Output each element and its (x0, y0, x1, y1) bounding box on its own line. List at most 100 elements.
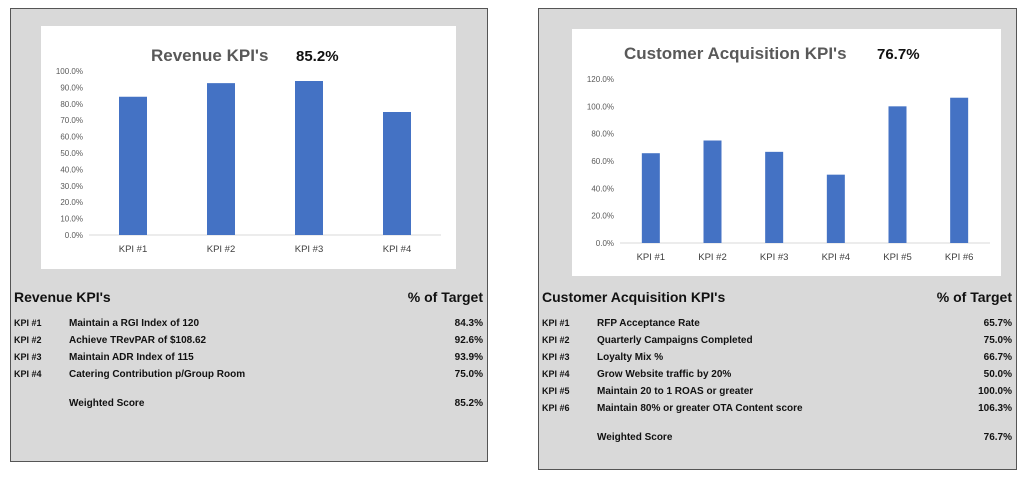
x-category-label: KPI #3 (760, 252, 789, 263)
kpi-description: Maintain ADR Index of 115 (69, 352, 194, 363)
customer-acquisition-chart-svg: Customer Acquisition KPI's 76.7% 0.0% 20.0%… (587, 44, 990, 263)
table-row: KPI #1 RFP Acceptance Rate 65.7% (542, 315, 1012, 332)
chart-title: Revenue KPI's (151, 46, 268, 65)
kpi-pct: 100.0% (978, 386, 1012, 397)
revenue-chart-svg: Revenue KPI's 85.2% 0.0% 10.0% 20.0% 30.0% 40.… (56, 46, 441, 255)
kpi-id: KPI #4 (14, 369, 42, 379)
kpi-description: Grow Website traffic by 20% (597, 369, 732, 380)
table-title: Customer Acquisition KPI's (542, 289, 726, 305)
kpi-id: KPI #1 (14, 318, 42, 328)
revenue-chart: Revenue KPI's 85.2% 0.0% 10.0% 20.0% 30.0% 40.… (41, 26, 456, 269)
kpi-pct: 75.0% (983, 335, 1012, 346)
customer-acquisition-chart: Customer Acquisition KPI's 76.7% 0.0% 20.0%… (572, 29, 1001, 276)
bar-kpi-6 (950, 97, 969, 244)
column-header-pct: % of Target (936, 289, 1012, 305)
chart-headline-value: 76.7% (877, 46, 920, 63)
x-category-label: KPI #1 (637, 252, 666, 263)
x-category-label: KPI #4 (822, 252, 851, 263)
x-category-label: KPI #5 (883, 252, 912, 263)
kpi-pct: 93.9% (454, 352, 483, 363)
kpi-pct: 84.3% (454, 318, 483, 329)
bar-kpi-1 (119, 96, 147, 235)
weighted-score-row: Weighted Score 76.7% (542, 429, 1012, 446)
chart-title: Customer Acquisition KPI's (624, 44, 847, 63)
y-tick-label: 120.0% (587, 75, 614, 84)
y-tick-label: 80.0% (591, 130, 614, 139)
weighted-score-row: Weighted Score 85.2% (14, 395, 483, 412)
table-row: KPI #2 Achieve TRevPAR of $108.62 92.6% (14, 332, 483, 349)
kpi-id: KPI #5 (542, 386, 570, 396)
table-title: Revenue KPI's (14, 289, 111, 305)
kpi-id: KPI #2 (14, 335, 42, 345)
x-category-label: KPI #6 (945, 252, 974, 263)
table-row: KPI #6 Maintain 80% or greater OTA Conten… (542, 400, 1012, 417)
y-tick-label: 0.0% (596, 239, 614, 248)
kpi-description: Maintain 80% or greater OTA Content scor… (597, 403, 803, 414)
y-tick-label: 20.0% (60, 198, 83, 207)
kpi-pct: 66.7% (983, 352, 1012, 363)
y-tick-label: 60.0% (591, 157, 614, 166)
x-category-label: KPI #3 (295, 244, 324, 255)
bar-kpi-3 (765, 151, 784, 243)
kpi-pct: 106.3% (978, 403, 1012, 414)
y-tick-label: 100.0% (56, 67, 83, 76)
customer-acquisition-kpi-table: Customer Acquisition KPI's % of Target KPI… (542, 289, 1012, 446)
bar-kpi-3 (295, 81, 323, 235)
bar-kpi-5 (888, 106, 907, 243)
table-row: KPI #1 Maintain a RGI Index of 120 84.3% (14, 315, 483, 332)
weighted-score-value: 76.7% (983, 432, 1012, 443)
kpi-pct: 50.0% (983, 369, 1012, 380)
table-header: Customer Acquisition KPI's % of Target (542, 289, 1012, 305)
kpi-id: KPI #3 (14, 352, 42, 362)
table-row: KPI #2 Quarterly Campaigns Completed 75.0% (542, 332, 1012, 349)
table-header: Revenue KPI's % of Target (14, 289, 483, 305)
x-category-label: KPI #2 (698, 252, 727, 263)
revenue-kpi-table: Revenue KPI's % of Target KPI #1 Maintain a… (14, 289, 483, 412)
column-header-pct: % of Target (407, 289, 483, 305)
kpi-pct: 65.7% (983, 318, 1012, 329)
table-row: KPI #4 Catering Contribution p/Group Room… (14, 366, 483, 383)
weighted-score-label: Weighted Score (597, 432, 673, 443)
kpi-description: RFP Acceptance Rate (597, 318, 700, 329)
y-tick-label: 30.0% (60, 182, 83, 191)
bar-kpi-4 (826, 174, 845, 243)
kpi-pct: 75.0% (454, 369, 483, 380)
y-tick-label: 100.0% (587, 102, 614, 111)
bar-kpi-4 (383, 112, 411, 235)
x-category-label: KPI #1 (119, 244, 148, 255)
y-tick-label: 50.0% (60, 149, 83, 158)
table-row: KPI #5 Maintain 20 to 1 ROAS or greater 10… (542, 383, 1012, 400)
kpi-id: KPI #1 (542, 318, 570, 328)
x-category-label: KPI #2 (207, 244, 236, 255)
y-tick-label: 80.0% (60, 100, 83, 109)
bar-kpi-2 (703, 140, 722, 243)
y-tick-label: 70.0% (60, 116, 83, 125)
kpi-description: Loyalty Mix % (597, 352, 664, 363)
chart-headline-value: 85.2% (296, 48, 339, 65)
kpi-description: Maintain 20 to 1 ROAS or greater (597, 386, 754, 397)
kpi-id: KPI #6 (542, 403, 570, 413)
bar-kpi-2 (207, 83, 235, 235)
weighted-score-value: 85.2% (454, 398, 483, 409)
y-tick-label: 40.0% (60, 165, 83, 174)
revenue-kpi-panel: Revenue KPI's 85.2% 0.0% 10.0% 20.0% 30.0% 40.… (10, 8, 488, 462)
kpi-id: KPI #4 (542, 369, 570, 379)
kpi-pct: 92.6% (454, 335, 483, 346)
table-row: KPI #4 Grow Website traffic by 20% 50.0% (542, 366, 1012, 383)
y-tick-label: 20.0% (591, 212, 614, 221)
kpi-description: Catering Contribution p/Group Room (69, 369, 246, 380)
y-tick-label: 40.0% (591, 184, 614, 193)
customer-acquisition-panel: Customer Acquisition KPI's 76.7% 0.0% 20.0%… (538, 8, 1017, 470)
x-category-label: KPI #4 (383, 244, 412, 255)
kpi-description: Quarterly Campaigns Completed (597, 335, 753, 346)
table-row: KPI #3 Maintain ADR Index of 115 93.9% (14, 349, 483, 366)
kpi-id: KPI #2 (542, 335, 570, 345)
y-tick-label: 90.0% (60, 83, 83, 92)
table-row: KPI #3 Loyalty Mix % 66.7% (542, 349, 1012, 366)
weighted-score-label: Weighted Score (69, 398, 145, 409)
y-tick-label: 60.0% (60, 133, 83, 142)
kpi-id: KPI #3 (542, 352, 570, 362)
kpi-description: Achieve TRevPAR of $108.62 (69, 335, 207, 346)
bar-kpi-1 (641, 153, 660, 243)
y-tick-label: 0.0% (65, 231, 83, 240)
